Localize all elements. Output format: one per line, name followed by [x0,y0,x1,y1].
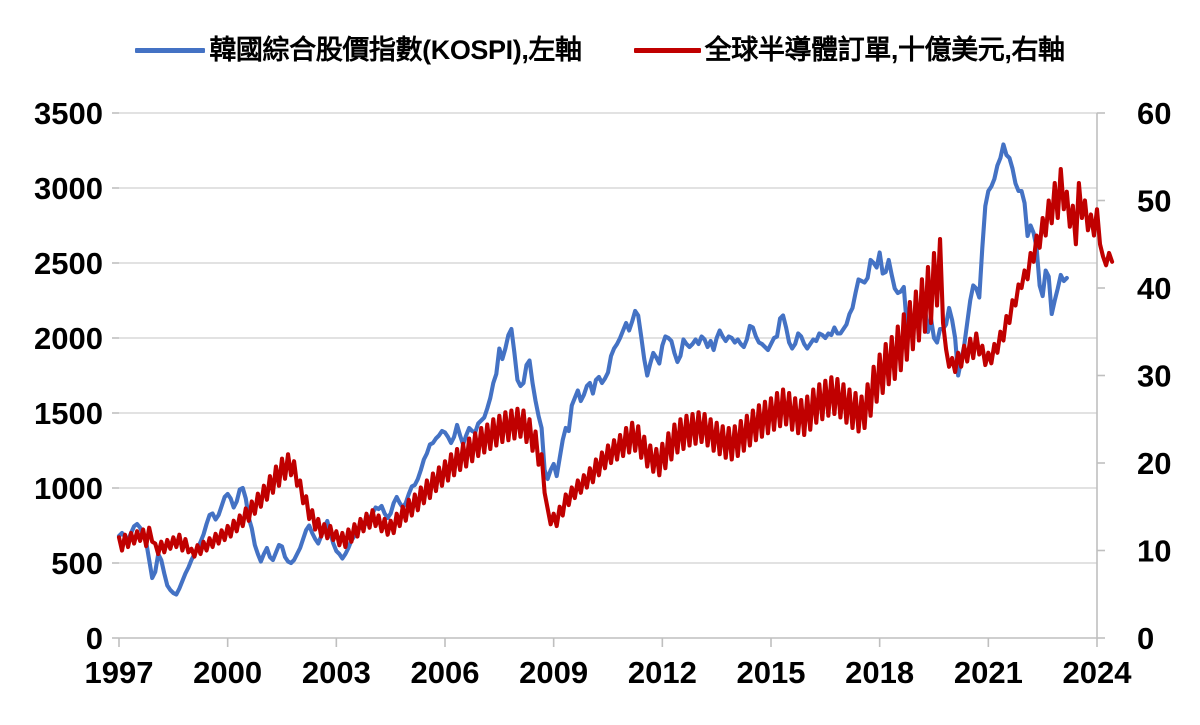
x-axis-labels: 1997 2000 2003 2006 2009 2012 2015 2018 2021 2024 [85,655,1133,690]
x-axis-tick-label: 2003 [302,655,371,690]
x-axis-tick-label: 2018 [845,655,914,690]
y-axis-right-tick-label: 0 [1137,621,1154,656]
x-axis-tick-label: 2021 [954,655,1023,690]
y-axis-left-tick-label: 3000 [34,171,103,206]
legend-label-semiconductor-orders: 全球半導體訂單,十億美元,右軸 [704,34,1065,65]
y-axis-right-tick-label: 10 [1137,534,1171,569]
y-axis-right-tick-label: 40 [1137,271,1171,306]
chart-legend: 韓國綜合股價指數(KOSPI),左軸 全球半導體訂單,十億美元,右軸 [0,22,1200,78]
y-axis-right-tick-label: 50 [1137,184,1171,219]
y-axis-right-tick-label: 20 [1137,446,1171,481]
x-axis-tick-label: 2009 [519,655,588,690]
y-axis-left-tick-label: 2000 [34,321,103,356]
tickmarks [112,112,1105,647]
y-axis-right-tick-label: 60 [1137,96,1171,131]
x-axis-tick-label: 2012 [628,655,697,690]
y-axis-left-tick-label: 1500 [34,396,103,431]
x-axis-tick-label: 2006 [411,655,480,690]
gridlines [119,112,1097,564]
legend-label-kospi: 韓國綜合股價指數(KOSPI),左軸 [209,34,582,65]
y-axis-left-tick-label: 2500 [34,246,103,281]
x-axis-tick-label: 1997 [85,655,154,690]
y-axis-left-tick-label: 3500 [34,96,103,131]
legend-line-swatch-semiconductor-orders [633,47,701,53]
y-axis-left-labels: 0 500 1000 1500 2000 2500 3000 3500 [34,96,103,656]
x-axis-tick-label: 2024 [1063,655,1133,690]
y-axis-right-tick-label: 30 [1137,359,1171,394]
y-axis-left-tick-label: 0 [86,621,103,656]
y-axis-left-tick-label: 500 [51,546,103,581]
y-axis-left-tick-label: 1000 [34,471,103,506]
x-axis-tick-label: 2000 [193,655,262,690]
series-line-semiconductor-orders [116,166,1115,559]
x-axis-tick-label: 2015 [737,655,806,690]
y-axis-right-labels: 0 10 20 30 40 50 60 [1137,96,1171,656]
legend-line-swatch-kospi [135,47,206,53]
legend-item-semiconductor-orders: 全球半導體訂單,十億美元,右軸 [633,34,1065,65]
series-line-kospi [116,142,1069,597]
legend-item-kospi: 韓國綜合股價指數(KOSPI),左軸 [135,34,582,65]
